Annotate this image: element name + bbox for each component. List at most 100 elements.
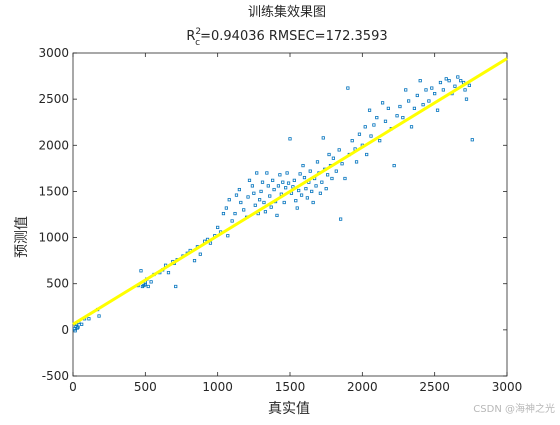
- r-main: R: [186, 29, 195, 44]
- data-point: [260, 180, 265, 184]
- data-point: [318, 191, 322, 195]
- y-tick-label: 0: [61, 323, 69, 337]
- fit-line: [72, 57, 508, 326]
- data-point: [369, 134, 373, 138]
- data-point: [331, 156, 336, 160]
- x-axis-label: 真实值: [268, 401, 310, 417]
- data-point: [275, 213, 279, 218]
- data-point: [340, 162, 344, 166]
- y-axis-ticks: -500 0 500 1000 1500 2000 2500 3000: [38, 46, 507, 383]
- data-point: [246, 195, 250, 199]
- data-point: [234, 193, 239, 197]
- fit-line-group: [72, 57, 508, 326]
- x-tick-label: 1000: [202, 380, 233, 394]
- x-tick-label: 3000: [492, 380, 523, 394]
- data-point: [302, 175, 307, 180]
- data-point: [285, 171, 289, 175]
- chart-title: 训练集效果图: [248, 4, 326, 20]
- data-point: [269, 205, 273, 209]
- data-point: [284, 186, 288, 190]
- data-point: [292, 178, 296, 182]
- data-point: [350, 139, 354, 143]
- data-point: [174, 284, 178, 289]
- data-point: [80, 322, 84, 326]
- data-point: [430, 86, 434, 90]
- data-point: [324, 187, 328, 191]
- data-point: [298, 172, 302, 176]
- data-point: [286, 181, 291, 185]
- data-point: [310, 189, 314, 194]
- x-tick-label: 1500: [275, 380, 306, 394]
- data-point: [421, 103, 425, 107]
- y-tick-label: 2000: [38, 138, 69, 152]
- data-point: [146, 284, 150, 289]
- axes-box: [72, 52, 508, 377]
- data-point: [233, 211, 237, 216]
- data-point: [418, 79, 422, 83]
- data-point: [339, 217, 343, 221]
- data-point: [295, 206, 299, 210]
- data-point: [258, 198, 262, 202]
- data-point: [221, 211, 226, 216]
- data-point: [346, 86, 350, 90]
- data-point: [354, 160, 359, 164]
- data-point: [427, 99, 431, 103]
- data-point: [412, 106, 417, 110]
- y-tick-label: 1500: [38, 184, 69, 198]
- data-point: [415, 93, 419, 98]
- data-point: [372, 123, 376, 127]
- data-point: [424, 88, 428, 92]
- data-point: [404, 88, 408, 92]
- data-point: [337, 148, 341, 152]
- data-point: [263, 210, 268, 214]
- data-point: [380, 101, 385, 105]
- data-point: [255, 171, 259, 175]
- x-tick-label: 2000: [347, 380, 378, 394]
- plot-area: [72, 52, 508, 377]
- data-point: [330, 176, 334, 181]
- data-point: [311, 200, 315, 205]
- data-point: [297, 188, 301, 193]
- data-point: [281, 180, 285, 184]
- data-point: [252, 191, 256, 195]
- data-point: [216, 225, 220, 230]
- data-point: [149, 280, 153, 284]
- data-point: [265, 171, 269, 175]
- data-point: [250, 184, 254, 188]
- data-point: [463, 88, 467, 92]
- data-point: [288, 137, 292, 141]
- data-point: [357, 132, 362, 136]
- data-point: [198, 252, 202, 256]
- data-point: [343, 176, 347, 181]
- data-point: [383, 119, 388, 123]
- data-point: [230, 219, 234, 223]
- y-axis-label: 预测值: [14, 216, 30, 258]
- y-tick-label: 2500: [38, 92, 69, 106]
- r-subscript: c: [195, 38, 200, 48]
- data-point: [262, 200, 266, 205]
- data-point: [139, 269, 143, 273]
- data-point: [73, 329, 77, 333]
- data-point: [395, 114, 399, 118]
- data-point: [224, 206, 228, 210]
- data-point: [456, 75, 460, 79]
- x-tick-label: 2500: [419, 380, 450, 394]
- data-point: [375, 116, 379, 120]
- data-point: [386, 106, 390, 110]
- data-point: [305, 196, 309, 200]
- data-point: [444, 77, 448, 81]
- data-point: [438, 80, 443, 85]
- data-point: [441, 88, 445, 92]
- data-point: [409, 125, 414, 129]
- data-point: [367, 108, 372, 112]
- data-point: [87, 317, 91, 321]
- data-point: [363, 125, 367, 129]
- data-point: [320, 180, 324, 184]
- x-tick-label: 500: [134, 380, 157, 394]
- data-point: [76, 325, 80, 329]
- data-point: [276, 184, 281, 188]
- x-tick-label: 0: [69, 380, 77, 394]
- data-point: [433, 92, 437, 96]
- data-point: [227, 198, 231, 202]
